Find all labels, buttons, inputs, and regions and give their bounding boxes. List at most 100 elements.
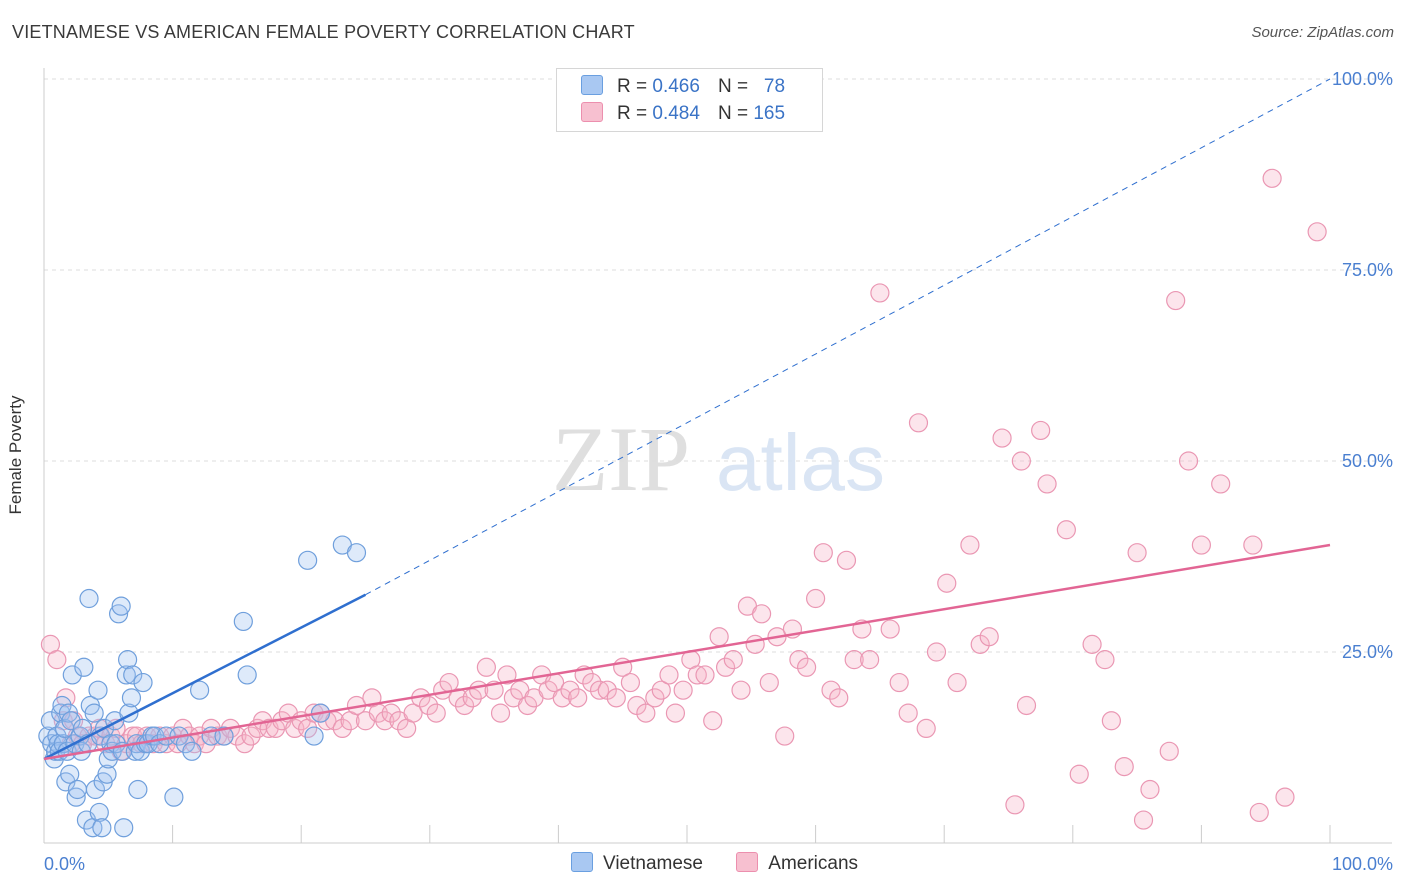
x-tick-label: 0.0% bbox=[44, 854, 85, 874]
vietnamese-point bbox=[60, 764, 80, 784]
americans-point bbox=[979, 627, 999, 647]
chart-title: VIETNAMESE VS AMERICAN FEMALE POVERTY CO… bbox=[12, 22, 635, 42]
bottom-legend-label-americans: Americans bbox=[768, 853, 859, 874]
americans-point bbox=[241, 726, 261, 746]
bottom-legend-swatch-americans bbox=[736, 852, 759, 872]
americans-point bbox=[695, 665, 715, 685]
americans-point bbox=[454, 695, 475, 716]
y-tick-label: 100.0% bbox=[1332, 69, 1393, 89]
americans-point bbox=[1159, 741, 1179, 761]
americans-point bbox=[860, 650, 880, 670]
americans-point bbox=[709, 627, 729, 647]
americans-point bbox=[235, 734, 255, 754]
americans-point bbox=[1082, 634, 1102, 654]
vietnamese-point bbox=[116, 665, 136, 685]
legend-row-americans: R = 0.484 N = 165 bbox=[581, 102, 785, 126]
vietnamese-point bbox=[114, 818, 134, 838]
legend-r-label: R = bbox=[617, 76, 648, 97]
americans-point bbox=[47, 650, 67, 670]
americans-point bbox=[651, 680, 671, 700]
americans-point bbox=[916, 718, 936, 739]
vietnamese-point bbox=[214, 726, 234, 746]
americans-point bbox=[926, 642, 947, 662]
vietnamese-point bbox=[233, 611, 253, 632]
vietnamese-point bbox=[97, 764, 117, 784]
americans-point bbox=[645, 688, 665, 708]
americans-point bbox=[1211, 474, 1231, 494]
vietnamese-point bbox=[237, 665, 257, 685]
americans-point bbox=[1275, 787, 1295, 807]
legend-r-value: 0.484 bbox=[652, 103, 700, 124]
americans-point bbox=[620, 672, 641, 693]
americans-point bbox=[659, 665, 679, 685]
vietnamese-point bbox=[58, 703, 79, 723]
americans-point bbox=[836, 550, 857, 570]
vietnamese-point bbox=[52, 695, 72, 716]
americans-point bbox=[1191, 535, 1212, 555]
watermark-zip: ZIP bbox=[552, 408, 690, 510]
americans-point bbox=[332, 718, 352, 739]
vietnamese-point bbox=[66, 787, 86, 807]
americans-point bbox=[745, 634, 765, 654]
bottom-legend-swatch-vietnamese bbox=[571, 852, 593, 872]
americans-point bbox=[1056, 520, 1076, 540]
vietnamese-point bbox=[117, 650, 138, 670]
americans-point bbox=[960, 535, 980, 555]
vietnamese-point bbox=[182, 741, 202, 761]
americans-point bbox=[497, 665, 517, 685]
americans-point bbox=[870, 283, 890, 303]
americans-point bbox=[381, 703, 401, 723]
americans-point bbox=[665, 703, 686, 723]
bottom-legend-americans[interactable]: Americans bbox=[736, 852, 858, 875]
americans-point bbox=[908, 413, 929, 433]
americans-point bbox=[1037, 474, 1057, 494]
americans-point bbox=[582, 672, 602, 693]
americans-point bbox=[1095, 650, 1115, 670]
americans-point bbox=[751, 604, 772, 624]
vietnamese-point bbox=[61, 711, 81, 731]
americans-point bbox=[560, 680, 580, 700]
y-axis-label: Female Poverty bbox=[6, 395, 25, 515]
vietnamese-point bbox=[85, 779, 106, 800]
vietnamese-trend-extension bbox=[365, 78, 1331, 596]
americans-point bbox=[636, 703, 656, 723]
americans-point bbox=[813, 543, 833, 563]
americans-point bbox=[426, 703, 446, 723]
vietnamese-point bbox=[89, 802, 109, 823]
americans-point bbox=[1243, 535, 1263, 555]
americans-point bbox=[789, 650, 809, 670]
legend-swatch-vietnamese bbox=[581, 75, 603, 95]
legend-swatch-americans bbox=[581, 102, 603, 122]
legend-n-label: N = bbox=[717, 103, 749, 124]
americans-point bbox=[1114, 756, 1134, 777]
vietnamese-trend-line bbox=[43, 593, 367, 761]
legend-n-value: 165 bbox=[753, 103, 786, 124]
americans-point bbox=[759, 672, 779, 693]
vietnamese-point bbox=[108, 604, 129, 624]
americans-point bbox=[589, 680, 610, 700]
americans-point bbox=[1262, 168, 1282, 188]
vietnamese-points bbox=[38, 535, 367, 838]
americans-points bbox=[40, 168, 1327, 830]
americans-point bbox=[1140, 779, 1160, 800]
vietnamese-point bbox=[121, 688, 142, 708]
americans-point bbox=[821, 680, 841, 700]
vietnamese-point bbox=[79, 588, 99, 609]
legend-n-label: N = bbox=[717, 76, 749, 97]
vietnamese-point bbox=[128, 779, 148, 800]
x-tick-label: 100.0% bbox=[1332, 854, 1393, 874]
bottom-legend-vietnamese[interactable]: Vietnamese bbox=[571, 852, 703, 875]
watermark: ZIP atlas bbox=[552, 408, 885, 510]
americans-point bbox=[703, 711, 723, 731]
vietnamese-point bbox=[84, 703, 104, 723]
vietnamese-point bbox=[346, 543, 367, 563]
vietnamese-point bbox=[62, 665, 82, 685]
y-tick-label: 25.0% bbox=[1342, 642, 1393, 662]
vietnamese-point bbox=[190, 680, 210, 700]
americans-point bbox=[476, 657, 496, 677]
vietnamese-point bbox=[67, 779, 88, 800]
vietnamese-point bbox=[111, 596, 131, 616]
americans-point bbox=[1031, 420, 1051, 441]
americans-point bbox=[796, 657, 817, 677]
